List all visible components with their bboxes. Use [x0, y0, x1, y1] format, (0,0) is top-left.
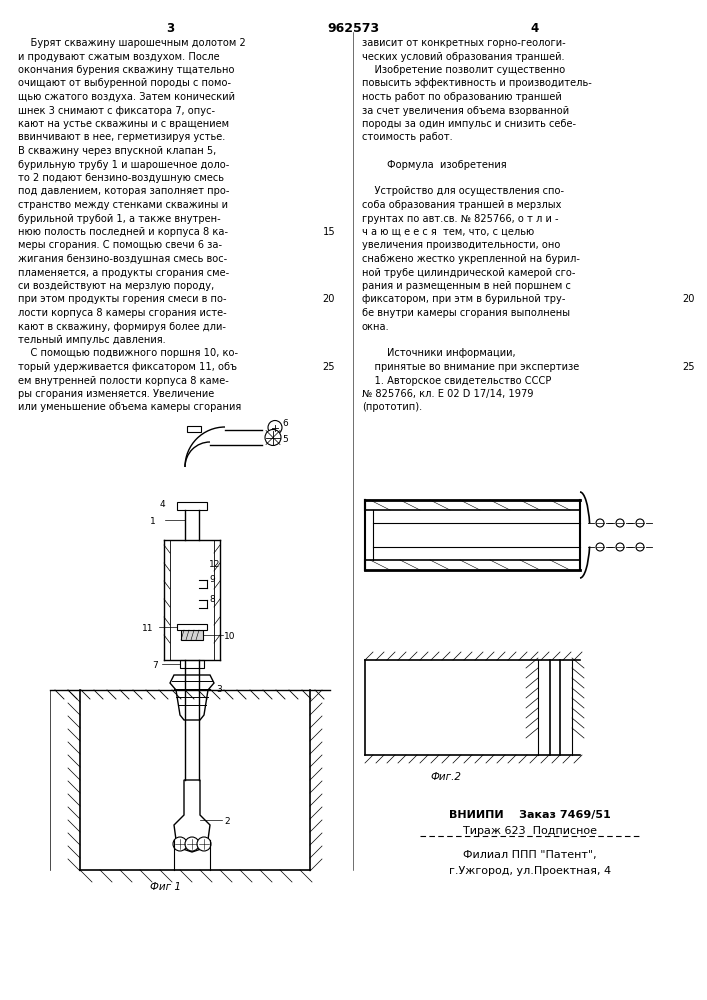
Text: № 825766, кл. Е 02 D 17/14, 1979: № 825766, кл. Е 02 D 17/14, 1979	[362, 389, 534, 399]
Text: тельный импульс давления.: тельный импульс давления.	[18, 335, 165, 345]
Text: очищают от выбуренной породы с помо-: очищают от выбуренной породы с помо-	[18, 79, 231, 89]
Text: Фиг.2: Фиг.2	[430, 772, 461, 782]
Text: окончания бурения скважину тщательно: окончания бурения скважину тщательно	[18, 65, 235, 75]
Circle shape	[173, 837, 187, 851]
Polygon shape	[174, 780, 210, 852]
Text: повысить эффективность и производитель-: повысить эффективность и производитель-	[362, 79, 592, 89]
Text: Источники информации,: Источники информации,	[362, 349, 515, 359]
Text: меры сгорания. С помощью свечи 6 за-: меры сгорания. С помощью свечи 6 за-	[18, 240, 222, 250]
Text: 3: 3	[166, 22, 174, 35]
Circle shape	[197, 837, 211, 851]
Text: Филиал ППП "Патент",: Филиал ППП "Патент",	[463, 850, 597, 860]
Text: то 2 подают бензино-воздушную смесь: то 2 подают бензино-воздушную смесь	[18, 173, 224, 183]
Text: принятые во внимание при экспертизе: принятые во внимание при экспертизе	[362, 362, 579, 372]
Text: лости корпуса 8 камеры сгорания исте-: лости корпуса 8 камеры сгорания исте-	[18, 308, 227, 318]
Text: породы за один импульс и снизить себе-: породы за один импульс и снизить себе-	[362, 119, 576, 129]
Text: 10: 10	[224, 632, 235, 641]
Text: 4: 4	[531, 22, 539, 35]
Text: 9: 9	[209, 575, 215, 584]
Text: жигания бензино-воздушная смесь вос-: жигания бензино-воздушная смесь вос-	[18, 254, 227, 264]
Text: ры сгорания изменяется. Увеличение: ры сгорания изменяется. Увеличение	[18, 389, 214, 399]
Text: пламеняется, а продукты сгорания сме-: пламеняется, а продукты сгорания сме-	[18, 267, 229, 277]
Text: Изобретение позволит существенно: Изобретение позволит существенно	[362, 65, 566, 75]
Text: или уменьшение объема камеры сгорания: или уменьшение объема камеры сгорания	[18, 402, 241, 412]
Text: 962573: 962573	[327, 22, 379, 35]
Text: кают в скважину, формируя более дли-: кают в скважину, формируя более дли-	[18, 322, 226, 332]
Text: бе внутри камеры сгорания выполнены: бе внутри камеры сгорания выполнены	[362, 308, 570, 318]
Text: щью сжатого воздуха. Затем конический: щью сжатого воздуха. Затем конический	[18, 92, 235, 102]
Text: торый удерживается фиксатором 11, объ: торый удерживается фиксатором 11, объ	[18, 362, 237, 372]
Text: за счет увеличения объема взорванной: за счет увеличения объема взорванной	[362, 105, 569, 115]
Text: бурильную трубу 1 и шарошечное доло-: бурильную трубу 1 и шарошечное доло-	[18, 159, 229, 169]
Text: под давлением, которая заполняет про-: под давлением, которая заполняет про-	[18, 186, 230, 196]
Text: Бурят скважину шарошечным долотом 2: Бурят скважину шарошечным долотом 2	[18, 38, 246, 48]
Bar	[177, 502, 207, 510]
Text: 20: 20	[322, 294, 335, 304]
Text: си воздействуют на мерзлую породу,: си воздействуют на мерзлую породу,	[18, 281, 214, 291]
Text: г.Ужгород, ул.Проектная, 4: г.Ужгород, ул.Проектная, 4	[449, 866, 611, 876]
Text: стоимость работ.: стоимость работ.	[362, 132, 452, 142]
Text: 2: 2	[224, 817, 230, 826]
Text: снабжено жестко укрепленной на бурил-: снабжено жестко укрепленной на бурил-	[362, 254, 580, 264]
Polygon shape	[170, 675, 214, 720]
Circle shape	[616, 519, 624, 527]
Text: при этом продукты горения смеси в по-: при этом продукты горения смеси в по-	[18, 294, 227, 304]
Text: ной трубе цилиндрической камерой сго-: ной трубе цилиндрической камерой сго-	[362, 267, 575, 277]
Text: странство между стенками скважины и: странство между стенками скважины и	[18, 200, 228, 210]
Text: С помощью подвижного поршня 10, ко-: С помощью подвижного поршня 10, ко-	[18, 349, 238, 359]
Circle shape	[268, 420, 282, 434]
Text: 11: 11	[142, 624, 153, 633]
Text: 5: 5	[282, 434, 288, 444]
Text: кают на устье скважины и с вращением: кают на устье скважины и с вращением	[18, 119, 229, 129]
Text: 25: 25	[682, 362, 695, 372]
Circle shape	[616, 543, 624, 551]
Text: ВНИИПИ    Заказ 7469/51: ВНИИПИ Заказ 7469/51	[449, 810, 611, 820]
Text: Тираж 623  Подписное: Тираж 623 Подписное	[463, 826, 597, 836]
Text: рания и размещенным в ней поршнем с: рания и размещенным в ней поршнем с	[362, 281, 571, 291]
Text: бурильной трубой 1, а также внутрен-: бурильной трубой 1, а также внутрен-	[18, 214, 221, 224]
Text: (прототип).: (прототип).	[362, 402, 422, 412]
Circle shape	[185, 837, 199, 851]
Bar	[187, 426, 201, 432]
Text: 8: 8	[209, 595, 215, 604]
Text: Фиг 1: Фиг 1	[150, 882, 181, 892]
Text: ность работ по образованию траншей: ность работ по образованию траншей	[362, 92, 562, 102]
Text: 25: 25	[322, 362, 335, 372]
Text: 20: 20	[682, 294, 695, 304]
Text: 7: 7	[152, 661, 158, 670]
Bar	[180, 660, 204, 668]
Text: зависит от конкретных горно-геологи-: зависит от конкретных горно-геологи-	[362, 38, 566, 48]
Text: увеличения производительности, оно: увеличения производительности, оно	[362, 240, 561, 250]
Circle shape	[636, 519, 644, 527]
Text: Устройство для осуществления спо-: Устройство для осуществления спо-	[362, 186, 564, 196]
Text: соба образования траншей в мерзлых: соба образования траншей в мерзлых	[362, 200, 561, 210]
Text: 15: 15	[322, 227, 335, 237]
Text: ч а ю щ е е с я  тем, что, с целью: ч а ю щ е е с я тем, что, с целью	[362, 227, 534, 237]
Text: грунтах по авт.св. № 825766, о т л и -: грунтах по авт.св. № 825766, о т л и -	[362, 214, 559, 224]
Circle shape	[636, 543, 644, 551]
Text: 4: 4	[160, 500, 165, 509]
Bar	[177, 624, 207, 630]
Text: 12: 12	[209, 560, 221, 569]
Circle shape	[596, 543, 604, 551]
Text: нюю полость последней и корпуса 8 ка-: нюю полость последней и корпуса 8 ка-	[18, 227, 228, 237]
Text: 1. Авторское свидетельство СССР: 1. Авторское свидетельство СССР	[362, 375, 551, 385]
Circle shape	[596, 519, 604, 527]
Text: шнек 3 снимают с фиксатора 7, опус-: шнек 3 снимают с фиксатора 7, опус-	[18, 105, 215, 115]
Text: ввинчивают в нее, герметизируя устье.: ввинчивают в нее, герметизируя устье.	[18, 132, 226, 142]
Text: фиксатором, при этм в бурильной тру-: фиксатором, при этм в бурильной тру-	[362, 294, 566, 304]
Bar	[52, 691, 77, 869]
Text: 1: 1	[150, 517, 156, 526]
Text: окна.: окна.	[362, 322, 390, 332]
Text: Формула  изобретения: Формула изобретения	[362, 159, 507, 169]
Text: 3: 3	[216, 685, 222, 694]
Text: и продувают сжатым воздухом. После: и продувают сжатым воздухом. После	[18, 51, 220, 62]
Text: В скважину через впускной клапан 5,: В скважину через впускной клапан 5,	[18, 146, 216, 156]
Bar	[181, 630, 203, 640]
Text: ческих условий образования траншей.: ческих условий образования траншей.	[362, 51, 565, 62]
Circle shape	[265, 430, 281, 446]
Text: ем внутренней полости корпуса 8 каме-: ем внутренней полости корпуса 8 каме-	[18, 375, 229, 385]
Text: 6: 6	[282, 420, 288, 428]
